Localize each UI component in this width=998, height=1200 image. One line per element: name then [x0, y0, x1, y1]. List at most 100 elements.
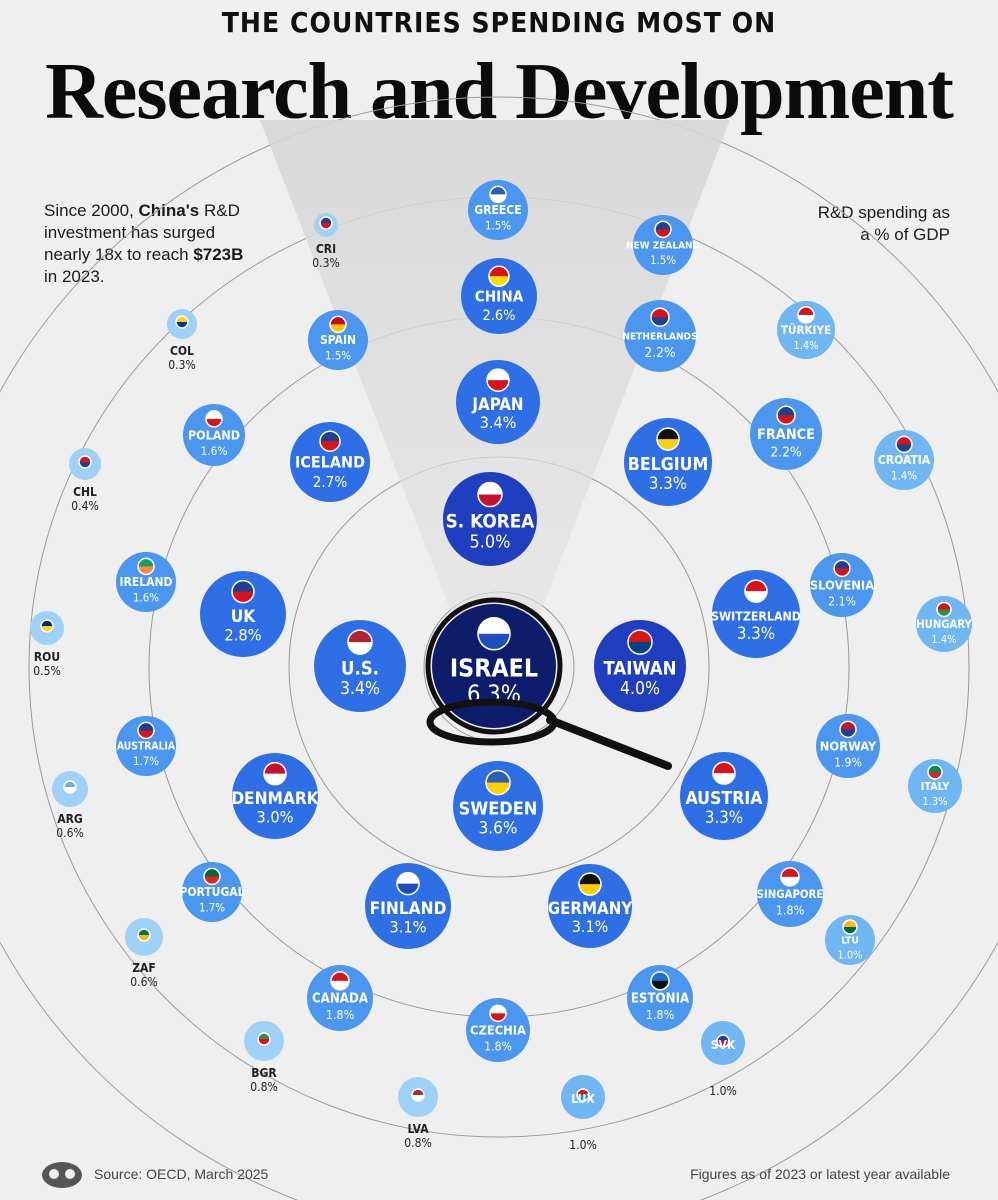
bubble-circle	[712, 570, 800, 658]
country-label: GERMANY	[548, 898, 634, 918]
header-top-line: THE COUNTRIES SPENDING MOST ON	[221, 6, 777, 39]
bubble-circle	[750, 398, 822, 470]
source-label: Source: OECD, March 2025	[94, 1166, 269, 1182]
bubble-circle	[182, 862, 242, 922]
bubble-ltu: LTU 1.0%	[825, 915, 875, 965]
belgium-flag-icon	[656, 427, 680, 451]
bubble-uk: UK2.8%	[200, 571, 286, 657]
value-label: 0.5%	[33, 664, 60, 678]
bubble-czechia: CZECHIA 1.8%	[466, 998, 530, 1062]
value-label: 2.2%	[770, 445, 802, 461]
country-label: POLAND	[188, 427, 240, 442]
lithuania-flag-icon	[842, 919, 858, 935]
country-label: CZECHIA	[470, 1023, 526, 1038]
country-label: UK	[231, 607, 257, 627]
israel-flag-icon	[477, 617, 511, 651]
value-label: 1.7%	[199, 901, 225, 915]
bubble-croatia: CROATIA 1.4%	[874, 430, 934, 490]
country-label: CHL	[73, 485, 97, 499]
italy-flag-icon	[927, 764, 943, 780]
country-label: CRI	[316, 242, 336, 256]
bubble-circle	[624, 300, 696, 372]
denmark-flag-icon	[263, 761, 287, 786]
value-label: 2.6%	[483, 308, 516, 324]
value-label: 3.3%	[737, 623, 775, 643]
uk-flag-icon	[231, 579, 255, 604]
country-label: FRANCE	[757, 427, 815, 443]
value-label: 1.6%	[201, 444, 228, 458]
value-label: 1.8%	[326, 1007, 355, 1022]
value-label: 3.1%	[389, 917, 426, 936]
turkiye-flag-icon	[797, 306, 815, 324]
croatia-flag-icon	[895, 435, 913, 454]
estonia-flag-icon	[650, 971, 670, 991]
bubble-circle	[461, 258, 537, 334]
value-label: 2.8%	[224, 625, 261, 644]
bubble-slovenia: SLOVENIA 2.1%	[810, 553, 874, 617]
spain-flag-icon	[329, 315, 347, 334]
footer-source: Source: OECD, March 2025	[40, 1158, 268, 1190]
bubble-netherlands: NETHERLANDS 2.2%	[622, 300, 698, 372]
bubble-circle	[757, 861, 823, 927]
country-label: COL	[170, 344, 194, 358]
country-label: CROATIA	[878, 453, 931, 467]
country-label: IRELAND	[120, 575, 173, 589]
bubble-circle	[908, 759, 962, 813]
argentina-flag-icon	[63, 780, 77, 794]
bubble-norway: NORWAY 1.9%	[816, 714, 880, 778]
country-label: BGR	[251, 1066, 277, 1080]
bubble-u-s-: U.S.3.4%	[314, 620, 406, 712]
country-label: GREECE	[474, 203, 521, 217]
country-label: ROU	[34, 650, 60, 664]
bubble-poland: POLAND 1.6%	[183, 404, 245, 466]
south-africa-flag-icon	[137, 928, 151, 942]
country-label: HUNGARY	[916, 618, 972, 631]
australia-flag-icon	[137, 721, 155, 740]
bubble-ireland: IRELAND 1.6%	[116, 552, 176, 612]
country-label: FINLAND	[370, 899, 447, 919]
bubble-lux: LUX 1.0%	[561, 1075, 605, 1152]
value-label: 1.4%	[931, 633, 956, 646]
bubble-circle	[290, 422, 370, 502]
bubble-circle	[594, 620, 686, 712]
bubble-svk: SVK 1.0%	[701, 1021, 745, 1098]
portugal-flag-icon	[203, 867, 221, 886]
country-label: BELGIUM	[628, 455, 708, 475]
china-flag-icon	[488, 265, 510, 287]
slovakia-flag-icon	[716, 1034, 730, 1048]
bubble-circle	[365, 863, 451, 949]
value-label: 2.2%	[644, 345, 676, 361]
bubble-portugal: PORTUGAL 1.7%	[179, 862, 245, 922]
bubble-t-rkiye: TÜRKIYE 1.4%	[777, 301, 835, 359]
country-label: LUX	[571, 1092, 595, 1106]
country-label: DENMARK	[231, 789, 320, 809]
bubble-circle	[874, 430, 934, 490]
bubble-greece: GREECE 1.5%	[468, 180, 528, 240]
bubble-circle	[548, 864, 632, 948]
france-flag-icon	[776, 405, 796, 426]
value-label: 3.1%	[572, 917, 609, 936]
value-label: 4.0%	[620, 679, 660, 699]
value-label: 1.4%	[891, 469, 917, 483]
country-label: TÜRKIYE	[781, 322, 831, 337]
germany-flag-icon	[578, 872, 602, 896]
country-label: AUSTRALIA	[117, 741, 176, 753]
country-label: ICELAND	[295, 453, 365, 472]
sweden-flag-icon	[485, 769, 511, 796]
value-label: 1.9%	[834, 756, 862, 770]
bubble-circle	[680, 752, 768, 840]
value-label: 0.6%	[56, 826, 83, 840]
publisher-logo-icon	[42, 1162, 82, 1188]
